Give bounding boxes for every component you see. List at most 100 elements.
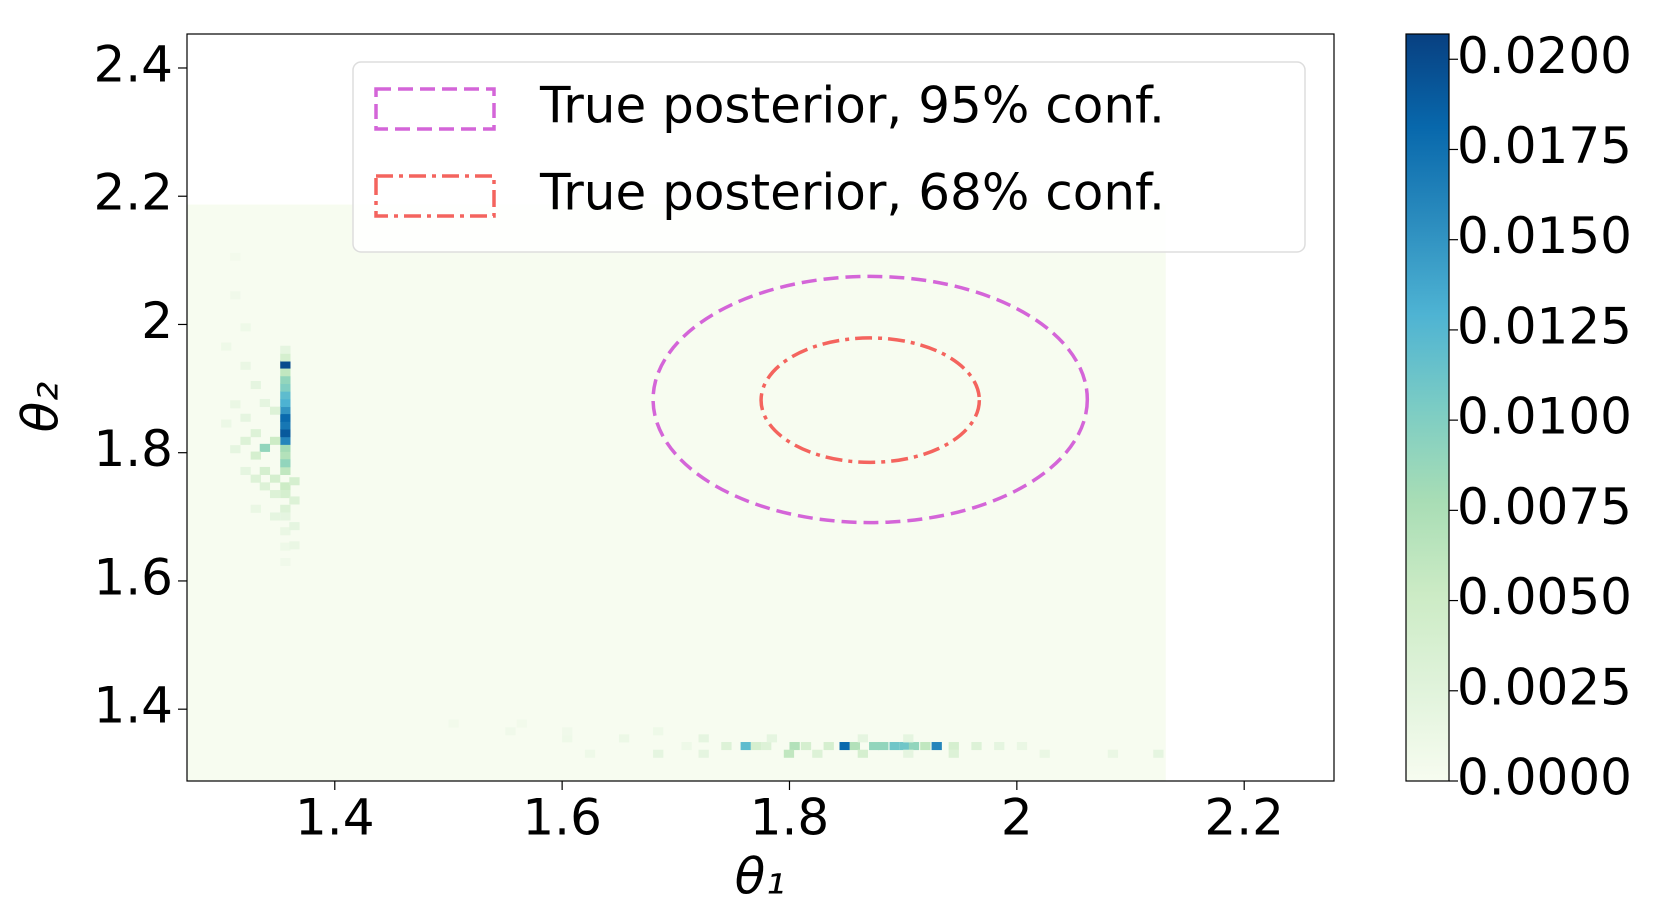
x-tick-label: 2 xyxy=(1001,789,1033,847)
heatmap-cell xyxy=(920,742,931,751)
y-tick-label: 2.2 xyxy=(93,164,173,222)
heatmap-cell xyxy=(1039,749,1050,758)
legend-label: True posterior, 95% conf. xyxy=(539,77,1165,135)
heatmap-cell xyxy=(698,734,709,743)
legend-handle xyxy=(374,87,496,131)
plot-frame xyxy=(186,33,1335,782)
heatmap-cell xyxy=(789,742,800,751)
heatmap-cell xyxy=(280,421,291,430)
heatmap-cell xyxy=(240,361,251,370)
heatmap-cell xyxy=(269,512,281,521)
heatmap-cell xyxy=(823,742,834,751)
heatmap-cell xyxy=(903,734,914,743)
heatmap-cell xyxy=(280,466,291,476)
heatmap-cell xyxy=(289,541,300,550)
heatmap-cell xyxy=(280,353,291,362)
heatmap-cell xyxy=(259,466,271,476)
heatmap-cell xyxy=(280,459,291,468)
heatmap-cell xyxy=(250,451,261,460)
heatmap-cell xyxy=(250,429,261,438)
legend-label: True posterior, 68% conf. xyxy=(539,164,1165,222)
x-tick-label: 1.8 xyxy=(750,789,830,847)
y-axis-label: θ₂ xyxy=(12,382,70,433)
legend-box xyxy=(352,61,1306,253)
heatmap-cell xyxy=(280,527,291,536)
heatmap-cell xyxy=(280,451,291,460)
heatmap-cell xyxy=(280,504,291,513)
heatmap-cell xyxy=(289,477,300,486)
heatmap-cell xyxy=(280,413,291,422)
heatmap-cell xyxy=(721,742,732,751)
heatmap-cell xyxy=(584,749,596,758)
heatmap-cell xyxy=(869,742,880,751)
heatmap-cell xyxy=(889,742,900,751)
colorbar-tick-label: 0.0025 xyxy=(1457,658,1632,716)
heatmap-background xyxy=(187,204,1166,781)
colorbar-tick-label: 0.0175 xyxy=(1457,117,1632,175)
heatmap-cell xyxy=(240,323,251,332)
heatmap-cell xyxy=(280,398,291,408)
heatmap-cell xyxy=(857,734,868,743)
heatmap-cell xyxy=(740,742,751,751)
colorbar-tick-label: 0.0200 xyxy=(1457,27,1632,85)
heatmap-cell xyxy=(698,749,709,758)
x-tick-label: 2.2 xyxy=(1204,789,1284,847)
heatmap-cell xyxy=(857,749,868,758)
heatmap-cell xyxy=(230,400,241,409)
heatmap-cell xyxy=(221,342,232,351)
contour xyxy=(759,336,982,465)
heatmap-cell xyxy=(250,504,261,513)
heatmap-cell xyxy=(562,734,573,743)
contour xyxy=(651,274,1090,525)
heatmap-cell xyxy=(230,445,241,454)
heatmap-cell xyxy=(259,482,271,491)
heatmap-cell xyxy=(280,383,291,392)
heatmap-cell xyxy=(681,742,692,751)
heatmap-cell xyxy=(618,734,630,743)
heatmap-cell xyxy=(280,482,291,491)
colorbar-tick-label: 0.0150 xyxy=(1457,207,1632,265)
heatmap-cell xyxy=(250,474,261,483)
heatmap-cell xyxy=(948,742,959,751)
x-tick-label: 1.6 xyxy=(522,789,602,847)
heatmap-cell xyxy=(280,391,291,400)
heatmap-cell xyxy=(505,727,516,736)
heatmap-cell xyxy=(653,727,664,736)
heatmap-cell xyxy=(653,749,664,758)
y-tick-label: 1.8 xyxy=(93,420,173,478)
legend-handle xyxy=(374,174,496,218)
heatmap-cell xyxy=(899,742,911,751)
heatmap-cell xyxy=(994,742,1005,751)
heatmap-cell xyxy=(240,436,251,445)
heatmap-cell xyxy=(839,742,850,751)
heatmap-cell xyxy=(878,742,889,751)
heatmap-cell xyxy=(908,742,920,751)
heatmap-cell xyxy=(783,749,795,758)
heatmap-cell xyxy=(766,734,778,743)
heatmap-cell xyxy=(516,719,527,728)
x-axis-label: θ₁ xyxy=(735,848,786,906)
heatmap-cell xyxy=(280,406,291,415)
colorbar-tick-label: 0.0125 xyxy=(1457,297,1632,355)
heatmap-cell xyxy=(250,381,261,390)
heatmap-cell xyxy=(259,443,271,452)
heatmap-cell xyxy=(280,557,291,567)
y-tick-label: 1.6 xyxy=(93,548,173,606)
heatmap-cell xyxy=(280,490,291,499)
heatmap-cell xyxy=(280,512,291,521)
heatmap-cell xyxy=(280,436,291,445)
heatmap-cell xyxy=(269,474,281,483)
heatmap-cell xyxy=(1107,749,1119,758)
colorbar-tick-label: 0.0000 xyxy=(1457,749,1632,807)
y-tick-label: 2.4 xyxy=(93,35,173,93)
heatmap-cell xyxy=(280,443,291,452)
heatmap-cell xyxy=(903,749,914,758)
heatmap-cell xyxy=(562,727,573,736)
heatmap-cell xyxy=(800,742,812,751)
heatmap-cell xyxy=(221,419,232,428)
heatmap-cell xyxy=(240,466,251,476)
colorbar xyxy=(1405,33,1450,782)
heatmap-cell xyxy=(931,742,942,751)
